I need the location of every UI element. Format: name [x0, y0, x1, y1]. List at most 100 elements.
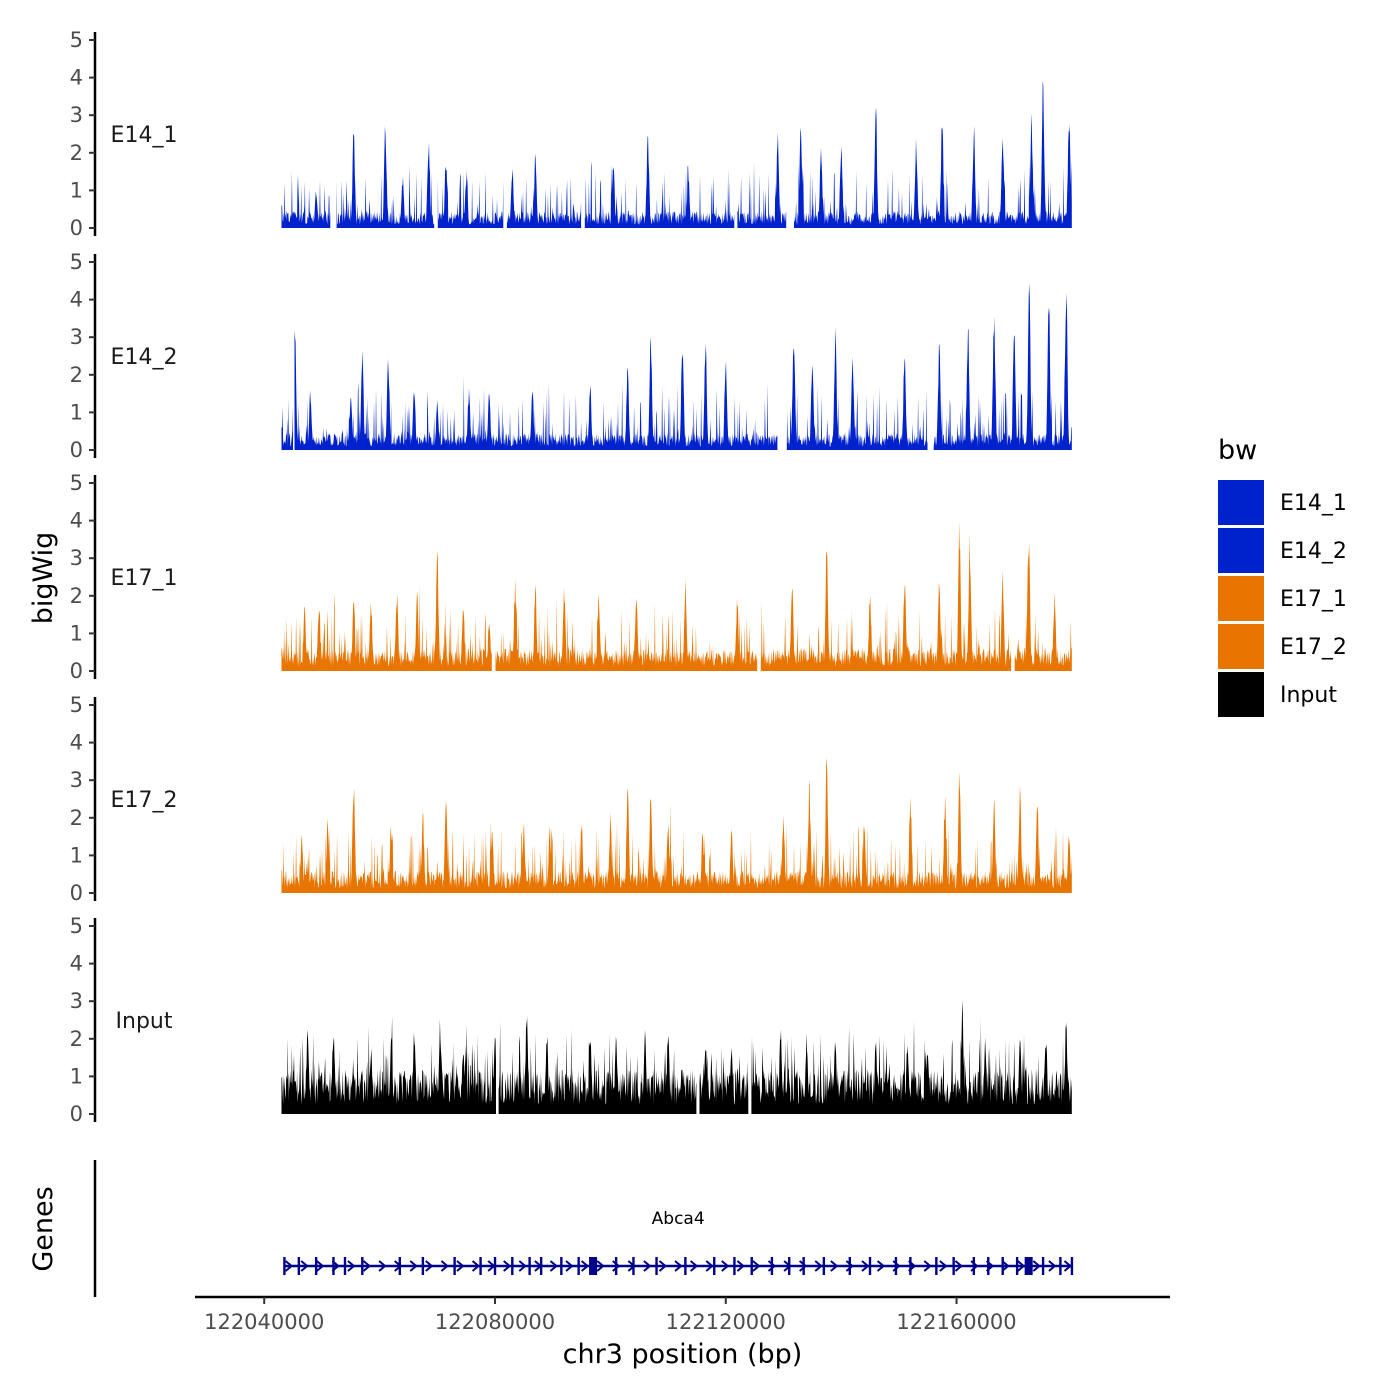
- y-tick-label: 1: [70, 621, 83, 645]
- x-tick-label: 122160000: [896, 1310, 1016, 1334]
- gene-exon-block: [589, 1257, 598, 1275]
- legend-title: bw: [1218, 435, 1257, 466]
- gene-exon: [479, 1257, 482, 1275]
- strand-arrow: [549, 1260, 558, 1272]
- gene-exon: [1041, 1257, 1045, 1275]
- gene-exon: [1001, 1257, 1004, 1275]
- gene-exon: [511, 1257, 514, 1275]
- x-tick-label: 122040000: [204, 1310, 324, 1334]
- strand-arrow: [799, 1260, 808, 1272]
- track-label: E14_1: [111, 123, 178, 148]
- strand-arrow: [1001, 1260, 1010, 1272]
- strand-arrow: [845, 1260, 854, 1272]
- strand-arrow: [284, 1260, 294, 1272]
- gene-exon: [655, 1257, 658, 1275]
- strand-arrow: [721, 1260, 730, 1272]
- gene-exon: [848, 1257, 852, 1275]
- gene-exon: [822, 1257, 826, 1275]
- strand-arrow: [300, 1260, 309, 1272]
- strand-arrow: [503, 1260, 512, 1272]
- y-tick-label: 2: [70, 141, 83, 165]
- strand-arrow: [814, 1260, 823, 1272]
- strand-arrow: [409, 1260, 418, 1272]
- gene-exon: [952, 1257, 955, 1275]
- strand-arrow: [1032, 1260, 1041, 1272]
- gene-exon: [493, 1257, 497, 1275]
- x-tick-label: 122120000: [666, 1310, 786, 1334]
- gene-exon: [632, 1257, 635, 1275]
- y-tick-label: 0: [70, 216, 83, 240]
- strand-arrow: [736, 1260, 745, 1272]
- gene-exon: [453, 1257, 456, 1275]
- gene-exon: [713, 1257, 716, 1275]
- y-tick-label: 4: [70, 288, 83, 312]
- strand-arrow: [425, 1260, 434, 1272]
- gene-exon: [750, 1257, 753, 1275]
- strand-arrow: [440, 1260, 449, 1272]
- strand-arrow: [861, 1260, 870, 1272]
- legend-label: E17_1: [1280, 587, 1347, 612]
- signal-area-input: [281, 1000, 1072, 1114]
- genes-axis-title: Genes: [28, 1186, 59, 1271]
- signal-area-e17-2: [281, 758, 1072, 893]
- strand-arrow: [596, 1260, 605, 1272]
- gene-exon: [972, 1257, 976, 1275]
- strand-arrow: [456, 1260, 465, 1272]
- track-panel-e14-1: 0 1 2 3 4 5 E14_1: [70, 28, 1072, 240]
- gene-exon: [398, 1257, 402, 1275]
- gene-label: Abca4: [652, 1209, 705, 1229]
- genes-panel: Genes Abca4: [28, 1160, 1074, 1297]
- y-tick-label: 5: [70, 471, 83, 495]
- track-label: E17_1: [111, 566, 178, 591]
- gene-exon: [539, 1257, 543, 1275]
- strand-arrow: [316, 1260, 325, 1272]
- x-axis: 122040000 122080000 122120000 122160000 chr3…: [195, 1295, 1170, 1370]
- y-tick-label: 0: [70, 659, 83, 683]
- gene-exon: [1059, 1257, 1062, 1275]
- legend-label: Input: [1280, 683, 1337, 708]
- gene-exon: [987, 1257, 990, 1275]
- y-tick-label: 0: [70, 438, 83, 462]
- y-tick-label: 3: [70, 325, 83, 349]
- gene-exon: [283, 1257, 286, 1275]
- gene-exon: [802, 1257, 805, 1275]
- track-label: E17_2: [111, 788, 178, 813]
- strand-arrow: [612, 1260, 621, 1272]
- strand-arrow: [518, 1260, 527, 1272]
- y-tick-label: 3: [70, 768, 83, 792]
- track-panel-e17-2: 0 1 2 3 4 5 E17_2: [70, 693, 1072, 905]
- strand-arrow: [580, 1260, 590, 1272]
- strand-arrow: [923, 1260, 932, 1272]
- y-tick-label: 5: [70, 693, 83, 717]
- strand-arrow: [689, 1260, 699, 1272]
- track-panel-e14-2: 0 1 2 3 4 5 E14_2: [70, 250, 1072, 462]
- legend-swatch: [1218, 480, 1264, 525]
- y-tick-label: 2: [70, 363, 83, 387]
- legend-swatch: [1218, 576, 1264, 621]
- strand-arrow: [565, 1260, 574, 1272]
- y-tick-label: 4: [70, 952, 83, 976]
- gene-exon: [935, 1257, 938, 1275]
- x-axis-title: chr3 position (bp): [563, 1339, 803, 1370]
- y-tick-label: 3: [70, 103, 83, 127]
- track-panel-e17-1: 0 1 2 3 4 5 E17_1: [70, 471, 1072, 683]
- gene-exon: [909, 1257, 912, 1275]
- strand-arrow: [362, 1260, 372, 1272]
- y-tick-label: 1: [70, 400, 83, 424]
- track-label: E14_2: [111, 345, 178, 370]
- y-tick-label: 1: [70, 178, 83, 202]
- y-tick-label: 2: [70, 584, 83, 608]
- y-tick-label: 2: [70, 1027, 83, 1051]
- gene-exon: [314, 1257, 318, 1275]
- strand-arrow: [939, 1260, 948, 1272]
- gene-exon: [894, 1257, 898, 1275]
- gene-exon: [421, 1257, 425, 1275]
- legend-label: E14_2: [1280, 539, 1347, 564]
- strand-arrow: [1048, 1260, 1057, 1272]
- gene-exon: [297, 1257, 301, 1275]
- strand-arrow: [471, 1260, 481, 1272]
- y-tick-label: 0: [70, 1102, 83, 1126]
- strand-arrow: [876, 1260, 886, 1272]
- track-panel-input: 0 1 2 3 4 5 Input: [70, 914, 1072, 1126]
